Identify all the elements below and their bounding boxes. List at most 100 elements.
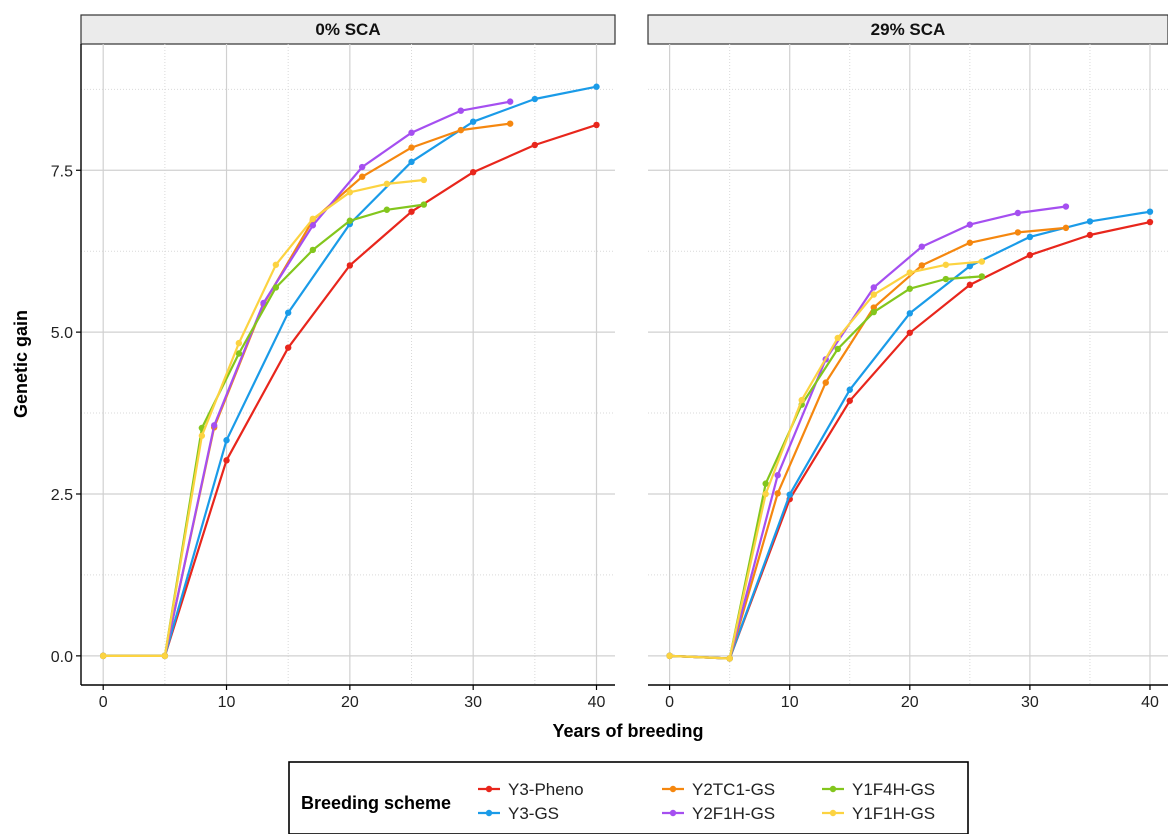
- data-point: [346, 189, 354, 196]
- series-y1f1h-gs: [666, 258, 986, 662]
- y-tick-label: 0.0: [51, 649, 73, 666]
- data-point: [408, 144, 415, 151]
- data-point: [966, 281, 974, 289]
- series-line-y1f4h-gs: [669, 275, 982, 660]
- data-point: [1026, 251, 1034, 259]
- data-point: [309, 222, 317, 229]
- facet-panels: 0% SCA 0.0 2.5 5.0 7.5 0 10 20 30 40 29% SCA 0 10 20 3…: [51, 14, 1168, 711]
- series-y1f1h-gs: [99, 176, 428, 660]
- data-point: [870, 291, 877, 298]
- series-y2tc1-gs: [99, 120, 514, 660]
- legend-label: Y1F4H-GS: [852, 780, 935, 799]
- legend-entry-y1f1h-gs: Y1F1H-GS: [822, 804, 935, 823]
- x-axis-title: Years of breeding: [552, 721, 703, 741]
- data-point: [666, 652, 673, 660]
- data-point: [834, 345, 841, 353]
- data-point: [1146, 218, 1154, 226]
- data-point: [870, 284, 877, 291]
- data-point: [408, 158, 415, 166]
- data-point: [198, 432, 206, 439]
- data-point: [834, 334, 841, 342]
- y-axis-title: Genetic gain: [11, 310, 31, 418]
- legend-key-point: [485, 809, 493, 817]
- data-point: [966, 239, 974, 246]
- data-point: [346, 262, 354, 269]
- data-point: [1146, 208, 1154, 215]
- x-tick-label: 40: [1141, 694, 1159, 711]
- strip-title: 29% SCA: [871, 20, 946, 39]
- data-point: [822, 379, 829, 386]
- data-point: [272, 261, 280, 268]
- x-tick-label: 0: [665, 694, 674, 711]
- data-point: [420, 201, 428, 208]
- data-point: [284, 344, 292, 351]
- data-point: [358, 163, 366, 171]
- legend-label: Y2F1H-GS: [692, 804, 775, 823]
- data-point: [798, 396, 805, 404]
- data-point: [469, 169, 477, 176]
- strip-background: [647, 14, 1168, 45]
- data-point: [309, 246, 317, 254]
- y-tick-label: 2.5: [51, 487, 73, 504]
- legend-entry-y2f1h-gs: Y2F1H-GS: [662, 804, 775, 823]
- legend-entry-y3-gs: Y3-GS: [478, 804, 559, 823]
- data-point: [1086, 218, 1094, 225]
- series-line-y2tc1-gs: [669, 226, 1067, 660]
- series-y2f1h-gs: [666, 203, 1070, 662]
- data-point: [457, 126, 465, 134]
- data-point: [235, 350, 243, 357]
- legend-box: [288, 761, 969, 834]
- data-point: [918, 262, 926, 269]
- data-point: [786, 491, 793, 498]
- data-point: [1026, 233, 1034, 241]
- data-point: [762, 490, 769, 498]
- x-tick-label: 40: [588, 694, 606, 711]
- legend-key-point: [829, 809, 837, 817]
- data-point: [408, 208, 415, 215]
- data-point: [457, 107, 465, 114]
- data-point: [942, 261, 950, 268]
- data-point: [272, 284, 280, 291]
- data-point: [906, 329, 914, 336]
- data-point: [762, 480, 769, 487]
- data-point: [235, 339, 243, 347]
- legend-entry-y1f4h-gs: Y1F4H-GS: [822, 780, 935, 799]
- legend-title: Breeding scheme: [301, 793, 451, 813]
- data-point: [942, 275, 950, 283]
- x-tick-label: 30: [1021, 694, 1039, 711]
- series-line-y2f1h-gs: [103, 100, 511, 658]
- data-point: [223, 457, 230, 464]
- data-point: [774, 490, 781, 497]
- data-point: [99, 652, 107, 660]
- legend-label: Y1F1H-GS: [852, 804, 935, 823]
- data-point: [358, 173, 366, 180]
- data-point: [593, 121, 600, 129]
- data-point: [284, 309, 292, 316]
- strip-background: [80, 14, 616, 45]
- series-y1f4h-gs: [99, 201, 428, 660]
- legend-entry-y2tc1-gs: Y2TC1-GS: [662, 780, 775, 799]
- legend-key-point: [669, 809, 677, 817]
- data-point: [1086, 231, 1094, 239]
- series-line-y1f1h-gs: [669, 260, 982, 660]
- series-line-y1f4h-gs: [103, 203, 424, 658]
- data-point: [870, 308, 877, 316]
- data-point: [774, 472, 781, 479]
- data-point: [978, 273, 986, 280]
- data-point: [223, 437, 230, 444]
- data-point: [1062, 224, 1070, 232]
- data-point: [383, 206, 391, 213]
- data-point: [309, 215, 317, 223]
- legend-key-point: [669, 785, 677, 793]
- data-point: [966, 262, 974, 270]
- legend-label: Y3-GS: [508, 804, 559, 823]
- data-point: [846, 386, 853, 393]
- data-point: [906, 269, 914, 276]
- data-point: [726, 655, 733, 662]
- data-point: [906, 285, 914, 292]
- data-point: [346, 217, 354, 224]
- series-y2tc1-gs: [666, 224, 1070, 662]
- strip-title: 0% SCA: [315, 20, 380, 39]
- legend-key-point: [485, 785, 493, 793]
